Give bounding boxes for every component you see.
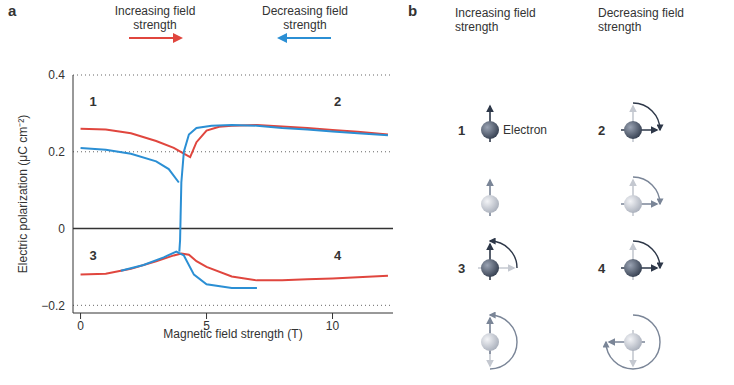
html-text:Increasing field strength: Increasing field strength xyxy=(114,4,196,32)
svg-text:−0.2: −0.2 xyxy=(41,299,65,313)
html-text:Increasing field strength: Increasing field strength xyxy=(455,6,536,34)
svg-text:5: 5 xyxy=(203,318,210,333)
html-text:a: a xyxy=(8,2,17,19)
svg-text:4: 4 xyxy=(334,248,342,263)
svg-text:0.4: 0.4 xyxy=(48,68,65,82)
svg-text:2: 2 xyxy=(334,94,341,109)
svg-text:1: 1 xyxy=(458,123,465,138)
html-text:b: b xyxy=(408,2,418,19)
svg-text:3: 3 xyxy=(90,248,97,263)
svg-text:0: 0 xyxy=(58,222,65,236)
svg-text:Magnetic field strength (T): Magnetic field strength (T) xyxy=(163,327,302,341)
svg-text:10: 10 xyxy=(326,319,340,333)
html-text:Decreasing field strength: Decreasing field strength xyxy=(598,6,684,34)
svg-text:0.2: 0.2 xyxy=(48,145,65,159)
html-text:Decreasing field strength: Decreasing field strength xyxy=(262,4,348,32)
svg-text:Electron: Electron xyxy=(503,123,547,137)
svg-text:1: 1 xyxy=(90,94,97,109)
svg-text:3: 3 xyxy=(458,261,465,276)
svg-text:2: 2 xyxy=(598,123,605,138)
svg-text:0: 0 xyxy=(77,319,84,333)
svg-text:Electric polarization (μC cm⁻²: Electric polarization (μC cm⁻²) xyxy=(16,115,30,273)
svg-text:4: 4 xyxy=(598,261,606,276)
